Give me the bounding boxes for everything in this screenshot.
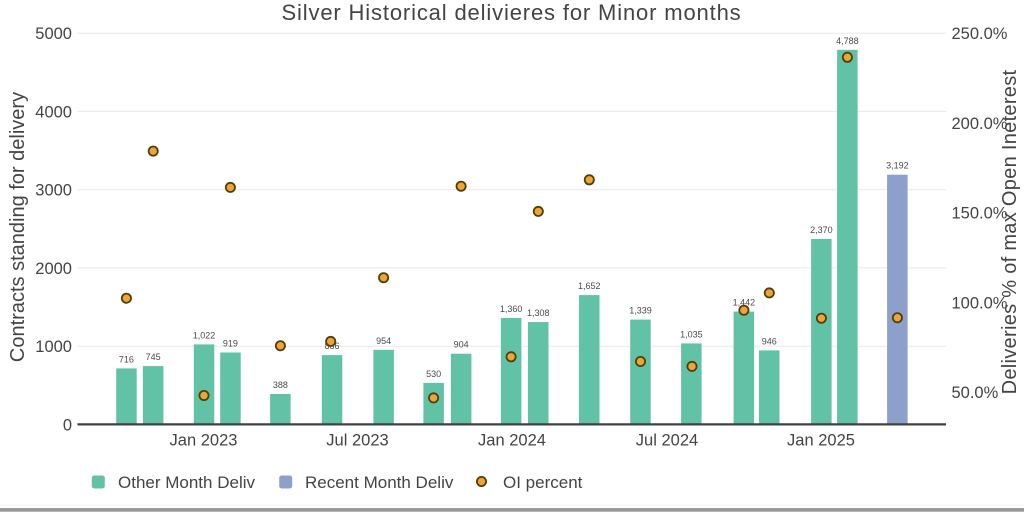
svg-text:OI percent: OI percent [503, 473, 583, 492]
svg-text:1,442: 1,442 [733, 298, 756, 308]
svg-text:Silver Historical delivieres f: Silver Historical delivieres for Minor m… [281, 0, 741, 25]
svg-text:50.0%: 50.0% [952, 384, 999, 402]
svg-text:Jul 2024: Jul 2024 [636, 432, 698, 450]
svg-text:Other Month Deliv: Other Month Deliv [118, 473, 255, 492]
svg-text:4,788: 4,788 [836, 36, 859, 46]
svg-text:5000: 5000 [35, 25, 72, 43]
svg-text:1,339: 1,339 [629, 306, 652, 316]
svg-text:4000: 4000 [35, 103, 72, 121]
svg-text:1,652: 1,652 [578, 281, 601, 291]
svg-text:904: 904 [454, 340, 469, 350]
svg-text:Jan 2024: Jan 2024 [478, 432, 546, 450]
svg-text:150.0%: 150.0% [952, 205, 1008, 223]
svg-text:Contracts standing for deliver: Contracts standing for delivery [7, 92, 29, 362]
svg-text:2000: 2000 [35, 260, 72, 278]
svg-text:388: 388 [273, 380, 288, 390]
svg-text:200.0%: 200.0% [952, 115, 1008, 133]
svg-text:Deliveries % of max Open Inete: Deliveries % of max Open Ineterest [999, 69, 1021, 394]
svg-text:1,035: 1,035 [680, 329, 703, 339]
svg-text:954: 954 [376, 336, 391, 346]
svg-text:3,192: 3,192 [886, 161, 909, 171]
svg-text:716: 716 [119, 354, 134, 364]
svg-text:1,308: 1,308 [527, 308, 550, 318]
svg-text:1,360: 1,360 [500, 304, 523, 314]
svg-text:Recent Month Deliv: Recent Month Deliv [305, 473, 454, 492]
svg-text:745: 745 [146, 352, 161, 362]
svg-text:919: 919 [223, 339, 238, 349]
svg-text:Jul 2023: Jul 2023 [326, 432, 388, 450]
svg-text:100.0%: 100.0% [952, 294, 1008, 312]
svg-text:250.0%: 250.0% [952, 25, 1008, 43]
svg-text:1000: 1000 [35, 338, 72, 356]
svg-text:Jan 2023: Jan 2023 [170, 432, 238, 450]
svg-text:Jan 2025: Jan 2025 [787, 432, 855, 450]
svg-text:0: 0 [63, 416, 72, 434]
svg-text:1,022: 1,022 [193, 330, 216, 340]
svg-text:530: 530 [426, 369, 441, 379]
svg-text:2,370: 2,370 [810, 225, 833, 235]
svg-text:3000: 3000 [35, 182, 72, 200]
svg-text:946: 946 [762, 336, 777, 346]
